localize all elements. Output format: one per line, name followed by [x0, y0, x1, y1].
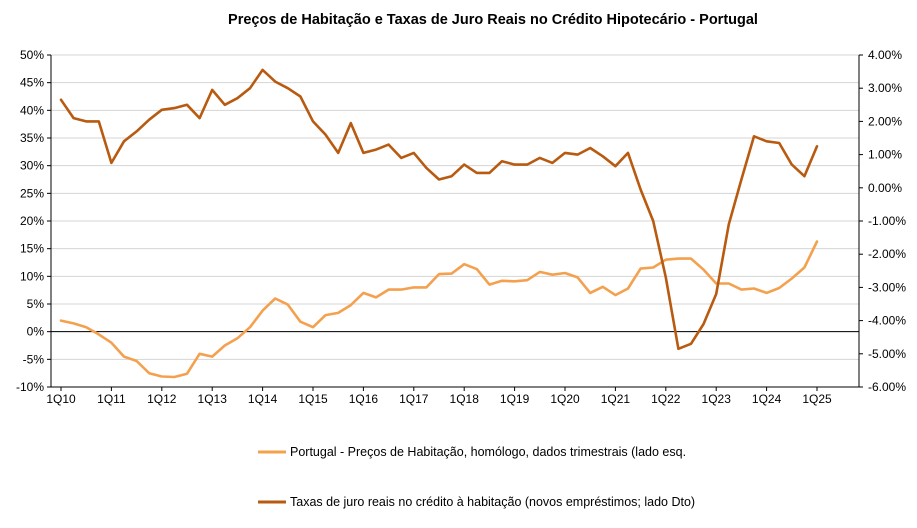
legend-label-house-prices: Portugal - Preços de Habitação, homólogo…	[290, 445, 686, 459]
y-right-tick-label: -1.00%	[868, 214, 906, 228]
y-left-tick-label: 15%	[20, 242, 44, 256]
x-tick-label: 1Q23	[702, 392, 732, 406]
y-left-tick-label: 0%	[27, 325, 45, 339]
y-right-tick-label: 2.00%	[868, 114, 902, 128]
y-right-ticks: -6.00% -5.00% -4.00% -3.00% -2.00% -1.00% 0.00…	[859, 48, 906, 394]
y-right-tick-label: 3.00%	[868, 81, 902, 95]
x-tick-label: 1Q21	[601, 392, 631, 406]
y-right-tick-label: -2.00%	[868, 247, 906, 261]
series-lines	[59, 68, 819, 379]
legend-label-interest-rates: Taxas de juro reais no crédito à habitaç…	[290, 495, 695, 509]
x-tick-label: 1Q15	[298, 392, 328, 406]
y-left-tick-label: 50%	[20, 48, 44, 62]
x-tick-label: 1Q13	[198, 392, 228, 406]
y-left-tick-label: 30%	[20, 159, 44, 173]
y-left-tick-label: 45%	[20, 76, 44, 90]
y-right-tick-label: 0.00%	[868, 181, 902, 195]
y-right-tick-label: -3.00%	[868, 280, 906, 294]
x-tick-label: 1Q25	[802, 392, 832, 406]
x-tick-label: 1Q18	[450, 392, 480, 406]
x-tick-label: 1Q11	[97, 392, 126, 406]
y-right-tick-label: -5.00%	[868, 347, 906, 361]
y-left-tick-label: 35%	[20, 131, 44, 145]
x-tick-label: 1Q20	[550, 392, 580, 406]
series-line-house-prices	[59, 240, 819, 379]
y-left-ticks: -10% -5% 0% 5% 10% 15% 20% 25% 30% 35% 40% 45% 50%	[16, 48, 51, 394]
y-right-tick-label: 1.00%	[868, 148, 902, 162]
y-left-tick-label: 25%	[20, 186, 44, 200]
x-tick-label: 1Q16	[349, 392, 379, 406]
x-tick-label: 1Q19	[500, 392, 530, 406]
y-right-tick-label: 4.00%	[868, 48, 902, 62]
y-left-tick-label: 20%	[20, 214, 44, 228]
x-tick-label: 1Q10	[46, 392, 76, 406]
x-tick-label: 1Q22	[651, 392, 681, 406]
legend: Portugal - Preços de Habitação, homólogo…	[258, 445, 695, 509]
x-tick-label: 1Q24	[752, 392, 782, 406]
y-left-tick-label: 5%	[27, 297, 45, 311]
y-right-tick-label: -4.00%	[868, 314, 906, 328]
x-tick-label: 1Q17	[399, 392, 429, 406]
y-left-tick-label: -10%	[16, 380, 44, 394]
y-right-tick-label: -6.00%	[868, 380, 906, 394]
chart-title: Preços de Habitação e Taxas de Juro Reai…	[228, 12, 758, 28]
gridlines	[51, 54, 859, 360]
series-line-interest-rates	[59, 68, 819, 351]
x-tick-label: 1Q14	[248, 392, 278, 406]
x-tick-label: 1Q12	[147, 392, 177, 406]
x-ticks: 1Q10 1Q11 1Q12 1Q13 1Q14 1Q15 1Q16 1Q17 1Q18 1Q19…	[46, 387, 832, 406]
y-left-tick-label: -5%	[23, 352, 45, 366]
y-left-tick-label: 40%	[20, 103, 44, 117]
y-left-tick-label: 10%	[20, 269, 44, 283]
